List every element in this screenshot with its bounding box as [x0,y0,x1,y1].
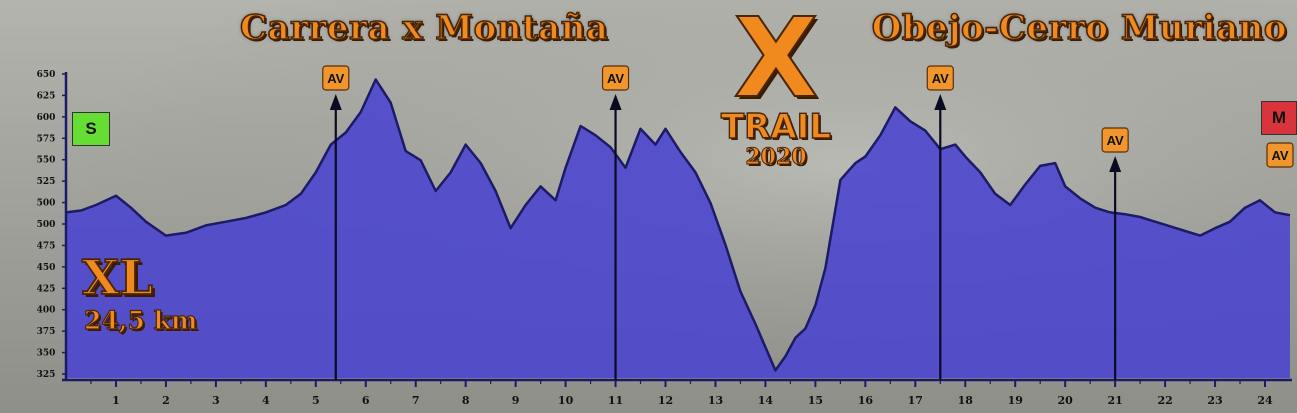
x-tick-label: 12 [658,394,673,407]
x-tick-label: 18 [958,394,974,407]
x-tick-label: 6 [362,394,370,407]
x-tick-label: 17 [908,394,923,407]
x-tick-label: 10 [558,394,574,407]
aid-station-badge [926,65,954,91]
logo-year: 2020 [745,144,807,171]
race-category: XL [81,249,154,307]
race-distance: 24,5 km [83,305,198,335]
x-tick-label: 9 [512,394,520,407]
start-badge: S [72,112,110,146]
x-tick-label: 4 [262,394,270,407]
y-tick-label: 500 [37,220,56,230]
logo-word: TRAIL [720,107,831,147]
x-tick-label: 8 [462,394,470,407]
y-tick-label: 450 [37,263,56,273]
aid-station-label: AV [1271,148,1288,163]
x-tick-label: 24 [1257,394,1273,407]
aid-station-badge [1101,127,1129,153]
x-tick-label: 13 [708,394,723,407]
elevation-area [66,79,1290,378]
x-tick-label: 23 [1207,394,1222,407]
y-tick-label: 550 [37,156,56,166]
elevation-line [65,78,1291,372]
x-tick-label: 1 [112,394,120,407]
aid-station-label: AV [1107,133,1124,148]
aid-station-arrow-head [609,94,622,110]
xtrail-logo: X TRAIL 2020 [718,0,834,178]
y-tick-label: 425 [37,284,56,294]
aid-station-label: AV [327,71,344,86]
x-tick-label: 15 [808,394,823,407]
aid-station-label: AV [607,71,624,86]
aid-station-badge [322,65,350,91]
aid-station-badge [601,65,630,91]
y-tick-label: 375 [37,327,56,337]
aid-station-arrow-head [329,94,342,110]
x-tick-label: 16 [858,394,874,407]
y-tick-label: 400 [37,306,56,316]
y-tick-label: 350 [37,349,56,359]
y-tick-label: 475 [37,241,56,251]
x-tick-label: 3 [212,394,220,407]
aid-station-label: AV [932,71,949,86]
x-tick-label: 20 [1058,394,1074,407]
finish-badge: M [1261,101,1297,135]
x-tick-label: 7 [412,394,420,407]
y-tick-label: 625 [37,91,56,101]
race-title: Carrera x Montaña [239,7,609,49]
y-tick-label: 500 [37,199,56,209]
x-tick-label: 2 [162,394,170,407]
aid-station-arrow-head [1109,156,1122,172]
aid-station-badge [1266,142,1294,168]
x-tick-label: 5 [312,394,320,407]
y-tick-label: 600 [37,113,56,123]
x-tick-label: 21 [1107,394,1122,407]
race-location: Obejo-Cerro Muriano [871,7,1287,49]
aid-station-arrow-head [934,94,947,110]
x-tick-label: 22 [1157,394,1172,407]
y-tick-label: 325 [37,370,56,380]
x-tick-label: 14 [758,394,774,407]
x-tick-label: 19 [1008,394,1023,407]
y-tick-label: 525 [37,177,56,187]
y-tick-label: 575 [37,134,56,144]
y-tick-label: 650 [37,70,56,80]
x-tick-label: 11 [608,394,623,407]
logo-mark: X [733,0,820,122]
